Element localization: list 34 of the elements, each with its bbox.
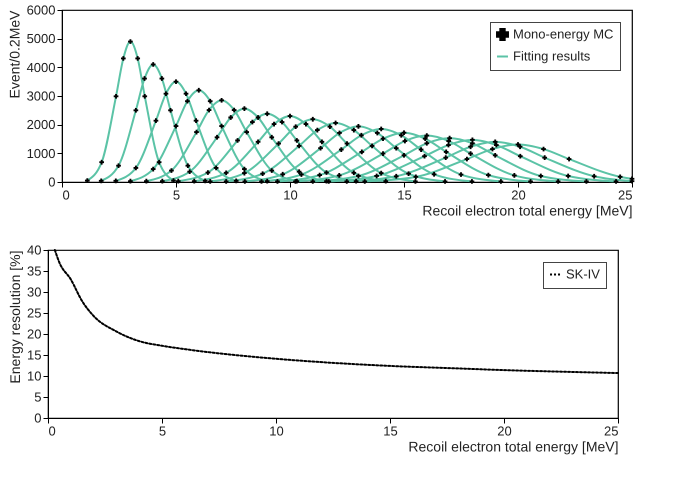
legend-label: SK-IV — [566, 266, 600, 282]
y-axis-title: Energy resolution [%] — [7, 250, 24, 384]
x-tick-label: 0 — [62, 188, 70, 202]
y-tick-label: 5000 — [26, 31, 56, 46]
x-tick-label: 5 — [158, 424, 166, 438]
x-tick-label: 5 — [172, 188, 180, 202]
y-tick-label: 4000 — [26, 60, 56, 75]
y-tick-label: 3000 — [26, 88, 56, 104]
x-tick-label: 10 — [269, 424, 284, 438]
y-tick-label: 0 — [48, 174, 56, 190]
x-tick-label: 20 — [497, 424, 512, 438]
y-tick-label: 30 — [27, 284, 42, 300]
legend-label: Mono-energy MC — [513, 26, 614, 42]
y-tick-label: 25 — [27, 306, 42, 320]
y-tick-label: 1000 — [26, 146, 56, 161]
y-tick-label: 6000 — [26, 2, 56, 18]
x-axis-title: Recoil electron total energy [MeV] — [422, 202, 632, 218]
x-tick-label: 25 — [604, 424, 618, 438]
y-tick-label: 20 — [27, 326, 42, 342]
y-tick-label: 5 — [34, 390, 42, 404]
y-tick-label: 10 — [27, 368, 42, 384]
legend-label: Fitting results — [513, 48, 591, 64]
y-tick-label: 40 — [27, 242, 42, 258]
x-tick-label: 15 — [383, 424, 398, 438]
y-tick-label: 2000 — [26, 117, 56, 132]
x-tick-label: 15 — [397, 188, 412, 202]
y-tick-label: 35 — [27, 264, 42, 278]
x-tick-label: 25 — [618, 188, 632, 202]
y-tick-label: 15 — [27, 348, 42, 362]
x-tick-label: 20 — [511, 188, 526, 202]
y-axis-title: Event/0.2MeV — [6, 10, 23, 98]
y-tick-label: 0 — [34, 410, 42, 426]
x-axis-title: Recoil electron total energy [MeV] — [408, 438, 618, 454]
x-tick-label: 10 — [283, 188, 298, 202]
